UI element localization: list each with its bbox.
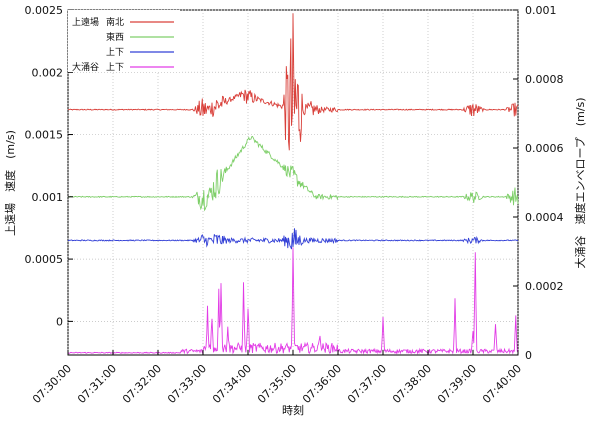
- legend-component-label: 東西: [106, 31, 124, 43]
- right-axis-title: 大涌谷 速度エンベロープ (m/s): [573, 97, 587, 268]
- series-line: [67, 135, 519, 212]
- right-tick-label: 0.0008: [525, 73, 564, 86]
- x-tick-label: 07:33:00: [165, 362, 209, 406]
- x-axis-ticks: 07:30:00 07:31:00 07:32:00 07:33:00 07:34:00…: [30, 350, 524, 406]
- left-tick-label: 0: [56, 315, 63, 328]
- right-tick-label: 0.0004: [525, 211, 564, 224]
- x-tick-label: 07:34:00: [210, 362, 254, 406]
- legend-group-label: 大涌谷: [72, 61, 99, 73]
- legend-component-label: 上下: [106, 47, 124, 58]
- right-tick-label: 0: [525, 349, 532, 362]
- legend-component-label: 南北: [106, 16, 124, 28]
- series-layer: [67, 13, 519, 355]
- right-tick-label: 0.0002: [525, 280, 564, 293]
- legend-box: [68, 10, 180, 72]
- x-tick-label: 07:37:00: [345, 362, 389, 406]
- legend-component-label: 上下: [106, 62, 124, 73]
- series-line: [67, 228, 519, 250]
- x-tick-label: 07:32:00: [120, 362, 164, 406]
- right-tick-label: 0.0006: [525, 142, 564, 155]
- x-axis-title: 時刻: [282, 403, 304, 417]
- x-tick-label: 07:30:00: [30, 362, 74, 406]
- x-tick-label: 07:36:00: [300, 362, 344, 406]
- x-tick-label: 07:38:00: [390, 362, 434, 406]
- left-axis-title: 上遠場 速度 (m/s): [3, 130, 17, 236]
- x-tick-label: 07:39:00: [435, 362, 479, 406]
- series-line: [67, 13, 519, 151]
- series-line: [67, 247, 519, 355]
- left-tick-label: 0.001: [32, 191, 64, 204]
- left-tick-label: 0.002: [32, 66, 64, 79]
- x-tick-label: 07:31:00: [75, 362, 119, 406]
- left-tick-label: 0.0005: [25, 253, 64, 266]
- left-axis-ticks: 0 0.0005 0.001 0.0015 0.002 0.0025: [25, 4, 73, 328]
- left-tick-label: 0.0025: [25, 4, 64, 17]
- x-tick-label: 07:35:00: [255, 362, 299, 406]
- right-axis-ticks: 0 0.0002 0.0004 0.0006 0.0008 0.001: [513, 4, 564, 362]
- x-tick-label: 07:40:00: [480, 362, 524, 406]
- left-tick-label: 0.0015: [25, 129, 64, 142]
- right-tick-label: 0.001: [525, 4, 557, 17]
- legend-group-label: 上遠場: [72, 16, 99, 28]
